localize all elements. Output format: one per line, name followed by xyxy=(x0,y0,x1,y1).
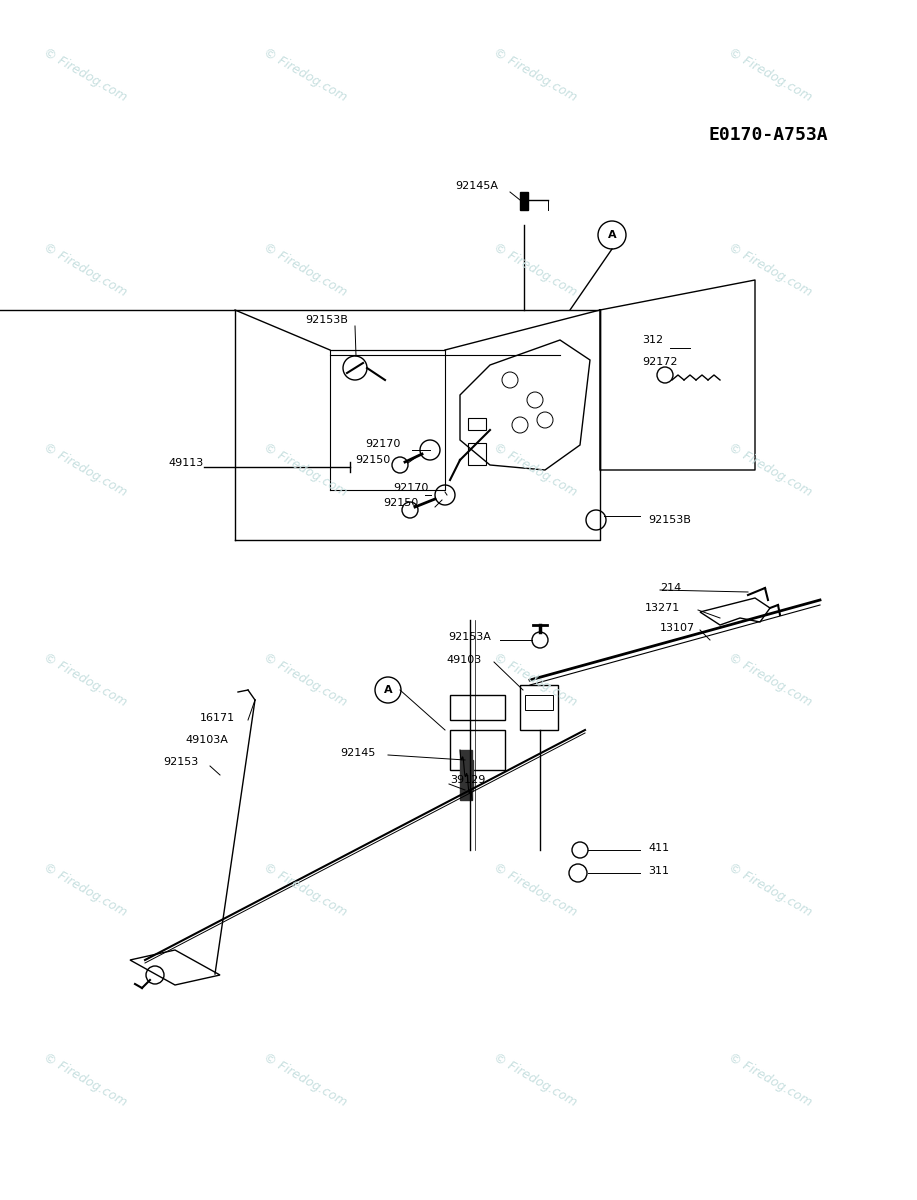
Text: © Firedog.com: © Firedog.com xyxy=(726,440,814,499)
Text: 13107: 13107 xyxy=(660,623,695,634)
Text: © Firedog.com: © Firedog.com xyxy=(261,1051,349,1109)
Text: A: A xyxy=(383,685,392,695)
Text: © Firedog.com: © Firedog.com xyxy=(41,46,129,104)
Text: © Firedog.com: © Firedog.com xyxy=(261,860,349,919)
Text: 92153B: 92153B xyxy=(648,515,691,526)
Text: 92153: 92153 xyxy=(163,757,198,767)
Text: 312: 312 xyxy=(642,335,663,346)
Text: A: A xyxy=(608,230,616,240)
Text: © Firedog.com: © Firedog.com xyxy=(726,650,814,709)
Text: © Firedog.com: © Firedog.com xyxy=(41,241,129,299)
Text: © Firedog.com: © Firedog.com xyxy=(491,440,579,499)
Text: 92145: 92145 xyxy=(340,748,375,758)
Bar xyxy=(460,750,472,800)
Text: 39129: 39129 xyxy=(450,775,485,785)
Text: 411: 411 xyxy=(648,842,669,853)
Bar xyxy=(525,695,553,710)
Text: 92170: 92170 xyxy=(365,439,401,449)
Text: © Firedog.com: © Firedog.com xyxy=(726,241,814,299)
Text: 49113: 49113 xyxy=(168,458,204,468)
Bar xyxy=(468,418,486,430)
Text: © Firedog.com: © Firedog.com xyxy=(491,241,579,299)
Text: 49103: 49103 xyxy=(446,655,481,665)
Text: © Firedog.com: © Firedog.com xyxy=(261,440,349,499)
Text: © Firedog.com: © Firedog.com xyxy=(41,650,129,709)
Text: 92172: 92172 xyxy=(642,358,678,367)
Text: 92145A: 92145A xyxy=(455,181,498,191)
Bar xyxy=(520,685,558,730)
Text: 214: 214 xyxy=(660,583,681,593)
Text: © Firedog.com: © Firedog.com xyxy=(261,241,349,299)
Text: © Firedog.com: © Firedog.com xyxy=(41,1051,129,1109)
Text: © Firedog.com: © Firedog.com xyxy=(726,1051,814,1109)
Text: 13271: 13271 xyxy=(645,602,680,613)
Text: © Firedog.com: © Firedog.com xyxy=(491,650,579,709)
Text: 92153A: 92153A xyxy=(448,632,491,642)
Text: 311: 311 xyxy=(648,866,669,876)
Text: 92150: 92150 xyxy=(355,455,391,464)
Text: E0170-A753A: E0170-A753A xyxy=(708,126,828,144)
Text: © Firedog.com: © Firedog.com xyxy=(491,860,579,919)
Text: © Firedog.com: © Firedog.com xyxy=(726,860,814,919)
Text: © Firedog.com: © Firedog.com xyxy=(261,46,349,104)
Text: 92170: 92170 xyxy=(393,482,428,493)
Text: © Firedog.com: © Firedog.com xyxy=(261,650,349,709)
Bar xyxy=(465,760,473,790)
Text: 49103A: 49103A xyxy=(185,734,228,745)
Bar xyxy=(468,443,486,464)
Bar xyxy=(450,730,505,770)
Text: © Firedog.com: © Firedog.com xyxy=(41,440,129,499)
Bar xyxy=(520,192,528,210)
Text: 92153B: 92153B xyxy=(305,314,348,325)
Text: © Firedog.com: © Firedog.com xyxy=(41,860,129,919)
Bar xyxy=(450,695,505,720)
Text: © Firedog.com: © Firedog.com xyxy=(491,46,579,104)
Text: © Firedog.com: © Firedog.com xyxy=(726,46,814,104)
Text: © Firedog.com: © Firedog.com xyxy=(491,1051,579,1109)
Text: 92150: 92150 xyxy=(383,498,418,508)
Text: 16171: 16171 xyxy=(200,713,235,722)
